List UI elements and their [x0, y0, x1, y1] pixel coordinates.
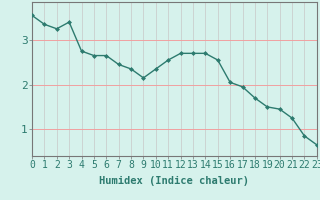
X-axis label: Humidex (Indice chaleur): Humidex (Indice chaleur) — [100, 176, 249, 186]
